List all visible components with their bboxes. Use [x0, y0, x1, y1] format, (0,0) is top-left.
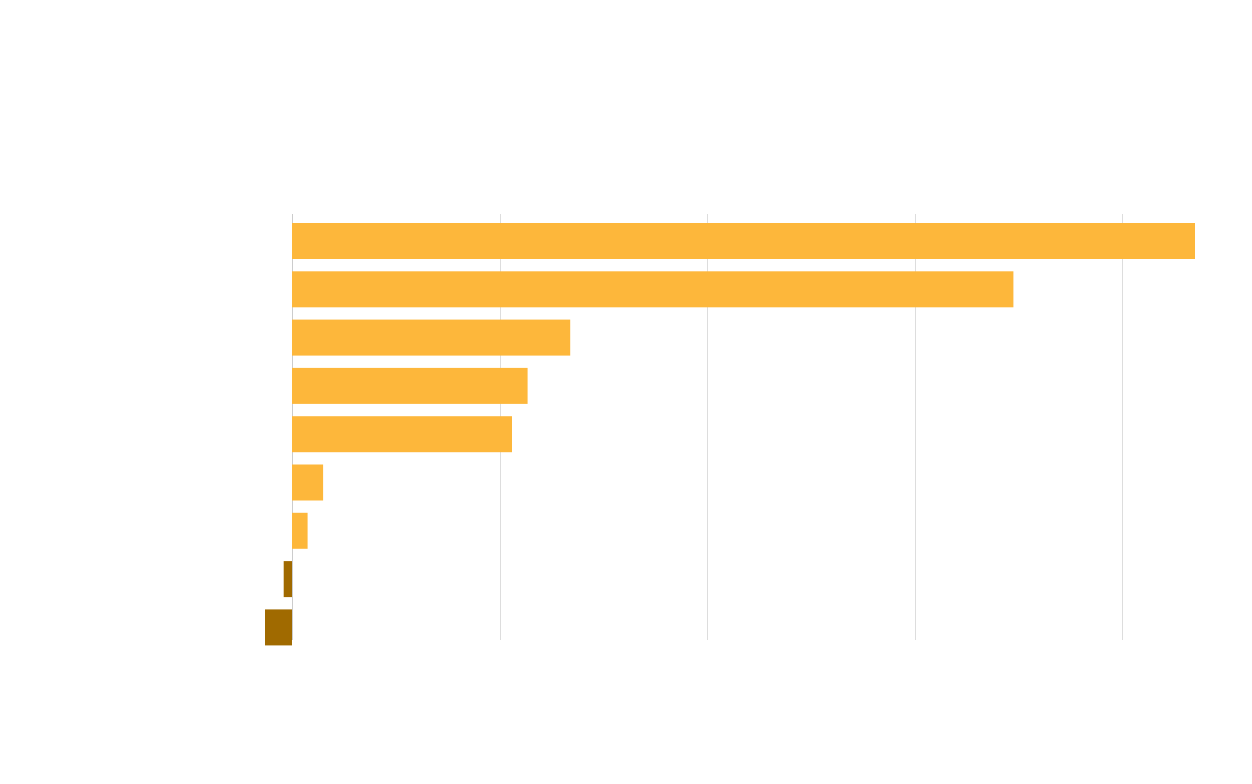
bar-0[interactable] [292, 223, 1195, 259]
bar-2[interactable] [292, 319, 571, 356]
bar-3[interactable] [292, 367, 528, 404]
bar-1[interactable] [292, 271, 1014, 308]
bar-5[interactable] [292, 464, 324, 501]
bar-7[interactable] [283, 561, 292, 598]
bar-4[interactable] [292, 416, 512, 453]
bars-layer [265, 223, 1195, 646]
bar-6[interactable] [292, 512, 308, 549]
bar-8[interactable] [265, 609, 292, 646]
